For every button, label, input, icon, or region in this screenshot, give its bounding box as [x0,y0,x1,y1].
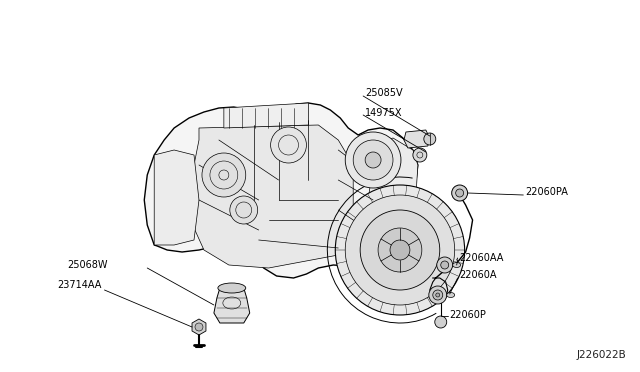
Polygon shape [192,319,206,335]
Text: 25085V: 25085V [365,88,403,98]
Circle shape [452,185,468,201]
Circle shape [271,127,307,163]
Text: 23714AA: 23714AA [58,280,102,290]
Text: 22060AA: 22060AA [460,253,504,263]
Circle shape [195,323,203,331]
Circle shape [365,152,381,168]
Circle shape [456,189,463,197]
Text: 25068W: 25068W [68,260,108,270]
Circle shape [390,240,410,260]
Polygon shape [214,288,250,323]
Circle shape [335,185,465,315]
Circle shape [413,148,427,162]
Circle shape [435,316,447,328]
Text: 22060P: 22060P [450,310,486,320]
Circle shape [433,290,443,300]
Circle shape [378,228,422,272]
Circle shape [360,210,440,290]
Polygon shape [144,103,418,278]
Circle shape [429,286,447,304]
Circle shape [345,132,401,188]
Circle shape [202,153,246,197]
Text: 22060A: 22060A [460,270,497,280]
Polygon shape [363,138,418,270]
Circle shape [436,257,452,273]
Ellipse shape [447,292,454,298]
Polygon shape [224,103,308,128]
Ellipse shape [452,263,461,267]
Circle shape [441,261,449,269]
Circle shape [424,133,436,145]
Ellipse shape [218,283,246,293]
Circle shape [230,196,258,224]
Polygon shape [154,150,199,245]
Polygon shape [404,130,430,148]
Circle shape [353,140,393,180]
Text: 22060PA: 22060PA [525,187,568,197]
Circle shape [345,195,454,305]
Polygon shape [194,125,353,268]
Text: 14975X: 14975X [365,108,403,118]
Text: J226022B: J226022B [577,350,627,360]
Circle shape [436,293,440,297]
